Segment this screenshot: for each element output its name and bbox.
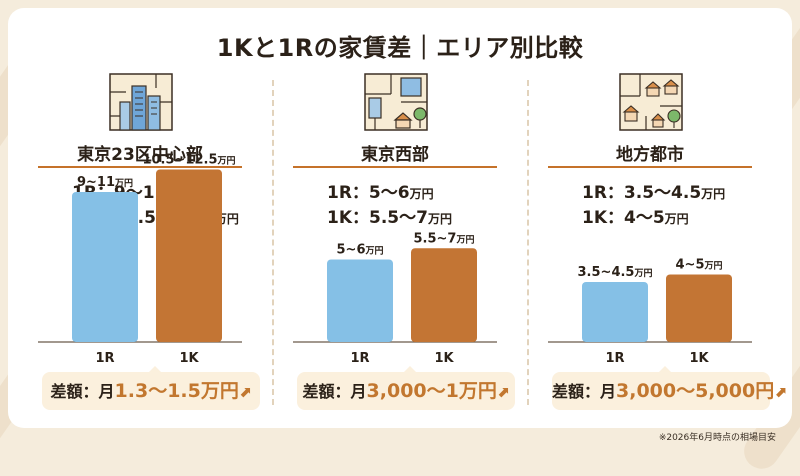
diff-unit: 万円 [200,380,239,402]
column-divider [272,80,274,405]
region-underline [38,166,242,168]
difference-badge: 差額：月1.3〜1.5万円⬈ [42,372,260,410]
diff-value: 3,000〜1 [366,380,459,402]
bar-value-unit: 万円 [455,234,474,245]
diff-unit: 円 [755,380,775,402]
badge-pointer [403,366,417,373]
bar-value-range: 4~5 [676,258,705,273]
bar-1r [582,282,648,342]
category-label: 1R [605,351,624,366]
price-unit: 万円 [409,187,434,201]
bar-value-label: 10.5~12.5万円 [142,153,235,168]
up-arrow-icon: ⬈ [238,383,252,401]
price-1k: 1K：5.5〜7万円 [327,203,452,228]
bar-1k [156,169,222,342]
bar-value-range: 3.5~4.5 [578,265,635,280]
price-1r: 1R：5〜6万円 [327,178,434,203]
bar-value-label: 5~6万円 [337,243,384,258]
diff-prefix: 差額：月 [302,382,367,401]
diff-prefix: 差額：月 [552,382,617,401]
bar-1r [327,259,393,342]
region-panel-regional-city: 地方都市 1R：3.5〜4.5万円 1K：4〜5万円 3.5~4.5万円 1R 4~… [530,70,787,415]
bar-value-label: 4~5万円 [676,258,723,273]
bar-value-range: 5.5~7 [414,231,457,246]
bar-value-unit: 万円 [217,156,236,167]
price-unit: 万円 [427,212,452,226]
bar-1k [666,274,732,342]
bar-1k [411,248,477,342]
diff-value: 3,000〜5,000 [616,380,756,402]
bar-value-range: 5~6 [337,243,366,258]
bar-value-label: 3.5~4.5万円 [578,265,653,280]
bar-value-unit: 万円 [703,261,722,272]
bar-value-label: 9~11万円 [77,175,133,190]
price-1k-text: 1K：5.5〜7 [327,208,428,228]
bar-value-unit: 万円 [364,246,383,257]
price-unit: 万円 [664,212,689,226]
price-1k-text: 1K：4〜5 [582,208,665,228]
column-divider [527,80,529,405]
up-arrow-icon: ⬈ [774,383,787,401]
price-1k: 1K：4〜5万円 [582,203,689,228]
badge-pointer [148,366,162,373]
diff-prefix: 差額：月 [50,382,115,401]
bar-value-unit: 万円 [633,268,652,279]
diff-unit: 万円 [458,380,497,402]
bar-1r [72,192,138,342]
bar-value-range: 9~11 [77,175,115,190]
region-underline [293,166,497,168]
footnote: ※2026年6月時点の相場目安 [658,433,776,443]
category-label: 1R [350,351,369,366]
category-label: 1K [689,351,709,366]
bar-value-unit: 万円 [114,178,133,189]
badge-pointer [658,366,672,373]
page-title: 1Kと1Rの家賃差｜エリア別比較 [216,34,584,62]
category-label: 1R [95,351,114,366]
price-unit: 万円 [701,187,726,201]
region-name: 東京23区中心部 [77,145,203,165]
suburban-town-icon [361,72,431,132]
city-buildings-icon [106,72,176,132]
price-1r-text: 1R：5〜6 [327,183,410,203]
price-1r: 1R：3.5〜4.5万円 [582,178,725,203]
up-arrow-icon: ⬈ [496,383,510,401]
difference-badge: 差額：月3,000〜1万円⬈ [297,372,515,410]
region-name: 地方都市 [616,145,684,165]
region-panel-tokyo-central: 東京23区中心部 1R：9〜11万円 1K：10.5〜12.5万円 9~11万円… [20,70,260,415]
bar-value-range: 10.5~12.5 [142,153,217,168]
region-underline [548,166,752,168]
region-name: 東京西部 [361,145,429,165]
bar-value-label: 5.5~7万円 [414,231,475,246]
diff-value: 1.3〜1.5 [114,380,201,402]
region-panel-tokyo-west: 東京西部 1R：5〜6万円 1K：5.5〜7万円 5~6万円 1R 5.5~7万円 1… [275,70,515,415]
houses-map-icon [616,72,686,132]
difference-badge: 差額：月3,000〜5,000円⬈ [552,372,787,410]
price-1r-text: 1R：3.5〜4.5 [582,183,702,203]
category-label: 1K [434,351,454,366]
category-label: 1K [179,351,199,366]
